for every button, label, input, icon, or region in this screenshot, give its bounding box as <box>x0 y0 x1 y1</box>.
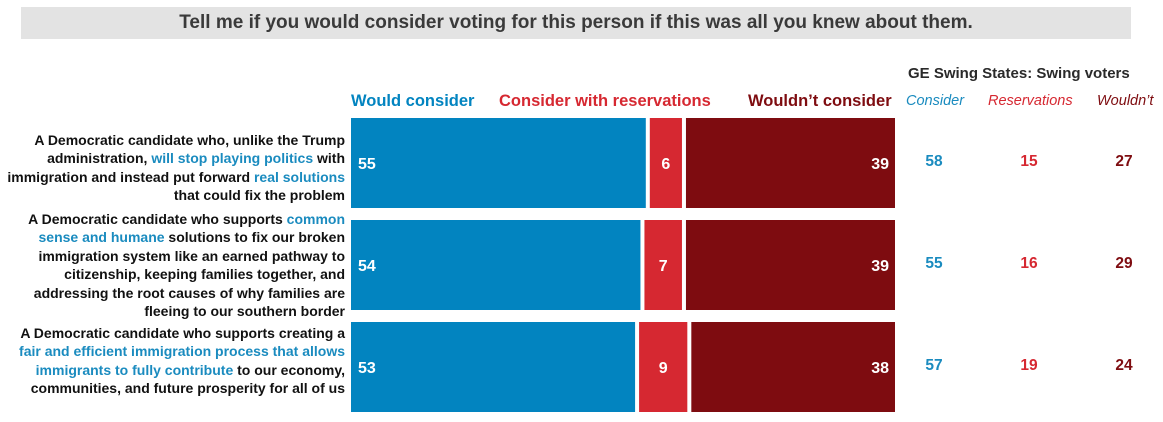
side-panel-title: GE Swing States: Swing voters <box>908 65 1130 82</box>
label-text: to our economy, communities, and future … <box>30 361 345 397</box>
side-value-wouldnt: 27 <box>1115 153 1133 170</box>
row-label: A Democratic candidate who supports crea… <box>5 324 345 398</box>
side-header-reservations: Reservations <box>988 93 1073 109</box>
label-highlight: fair and efficient immigration process t… <box>19 343 345 378</box>
bar-would-consider <box>351 322 636 412</box>
label-text: A Democratic candidate who supports <box>28 211 287 227</box>
side-header-wouldnt: Wouldn’t <box>1097 93 1154 109</box>
side-value-consider: 55 <box>925 255 943 272</box>
label-highlight: common sense and humane <box>38 211 346 246</box>
bar-consider-with-reservations <box>644 220 682 310</box>
bar-would-consider <box>351 118 646 208</box>
side-value-reservations: 19 <box>1020 357 1038 374</box>
legend-consider-with-reservations: Consider with reservations <box>499 92 711 110</box>
data-label: 6 <box>661 156 670 173</box>
side-value-consider: 57 <box>925 357 943 374</box>
data-label: 39 <box>871 258 889 275</box>
side-value-wouldnt: 24 <box>1115 357 1133 374</box>
data-label: 39 <box>871 156 889 173</box>
data-label: 54 <box>358 258 376 275</box>
bar-would-consider <box>351 220 641 310</box>
label-text: solutions to fix our broken immigration … <box>33 229 345 320</box>
data-label: 9 <box>659 360 668 377</box>
data-label: 7 <box>659 258 668 275</box>
data-label: 55 <box>358 156 376 173</box>
data-label: 38 <box>871 360 889 377</box>
side-value-reservations: 16 <box>1020 255 1038 272</box>
bar-wouldnt-consider <box>691 322 895 412</box>
label-text: A Democratic candidate who supports crea… <box>20 325 345 341</box>
legend-wouldnt-consider: Wouldn’t consider <box>748 92 892 110</box>
row-label: A Democratic candidate who supports comm… <box>5 210 345 320</box>
bar-wouldnt-consider <box>685 118 895 208</box>
bar-consider-with-reservations <box>649 118 682 208</box>
chart-title: Tell me if you would consider voting for… <box>21 7 1131 39</box>
label-highlight: will stop playing politics <box>151 150 314 167</box>
data-label: 53 <box>358 360 376 377</box>
label-text: with immigration and instead put forward <box>7 150 345 185</box>
side-value-wouldnt: 29 <box>1115 255 1133 272</box>
legend-would-consider: Would consider <box>351 92 475 110</box>
row-label: A Democratic candidate who, unlike the T… <box>5 131 345 205</box>
label-highlight: real solutions <box>253 168 345 185</box>
bar-consider-with-reservations <box>639 322 688 412</box>
label-text: A Democratic candidate who, unlike the T… <box>34 132 345 167</box>
side-value-reservations: 15 <box>1020 153 1038 170</box>
side-header-consider: Consider <box>906 93 965 109</box>
label-text: that could fix the problem <box>173 187 345 204</box>
side-value-consider: 58 <box>925 153 943 170</box>
bar-wouldnt-consider <box>685 220 895 310</box>
